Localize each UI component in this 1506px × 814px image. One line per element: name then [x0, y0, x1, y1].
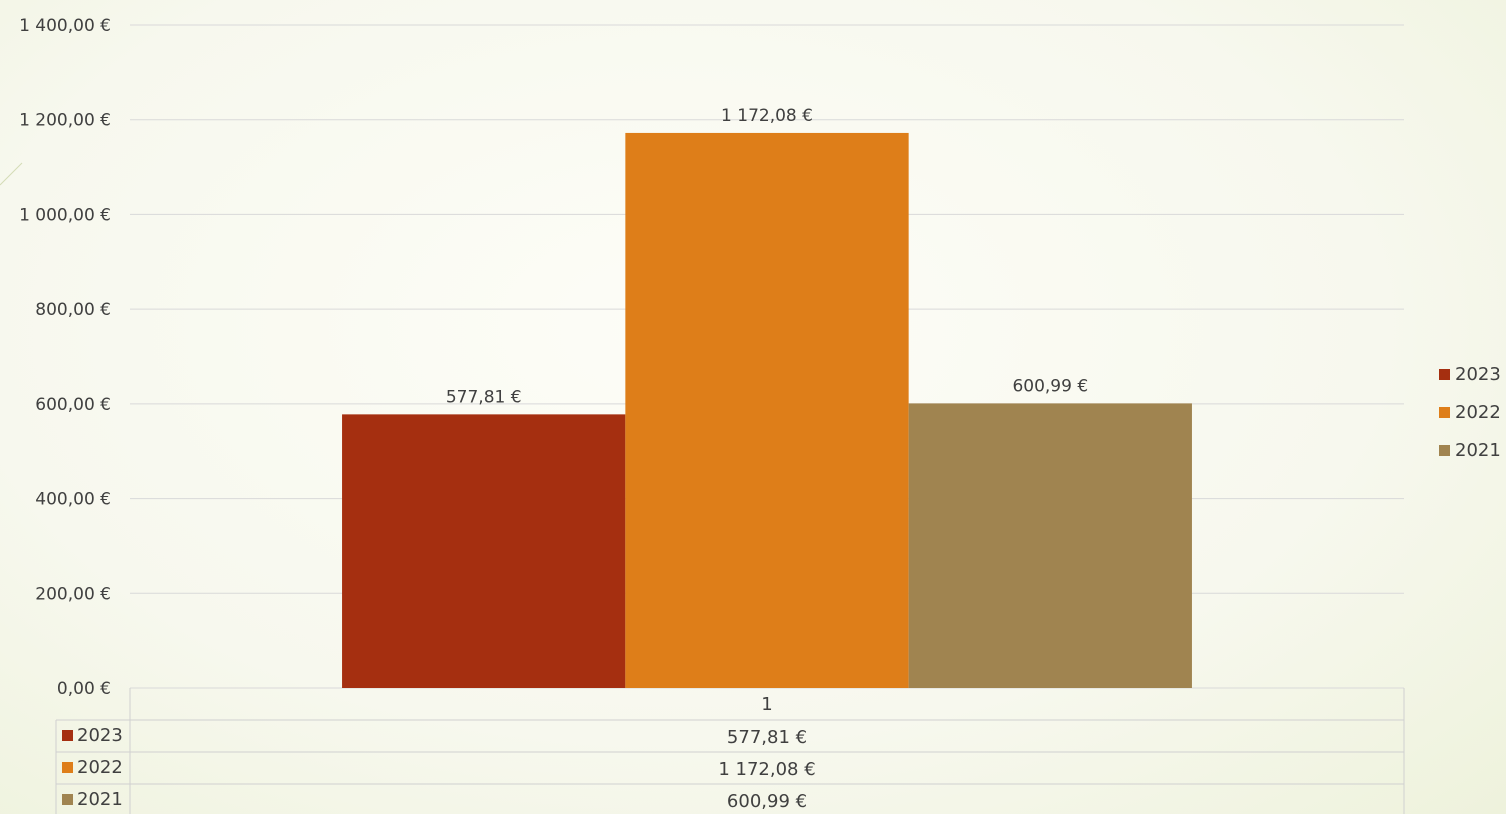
y-tick-label: 0,00 € [57, 679, 111, 699]
bar-2022 [625, 132, 909, 688]
legend-label: 2022 [1455, 402, 1501, 423]
table-series-name: 2022 [77, 757, 123, 778]
legend-key-2022 [1439, 407, 1450, 418]
legend-key-2023 [1439, 369, 1450, 380]
data-table: 1 2023 577,81 € 2022 1 172,08 € 2021 600,99 € [55, 688, 1405, 814]
bars [342, 132, 1192, 688]
table-value: 1 172,08 € [718, 759, 815, 780]
data-label: 1 172,08 € [721, 106, 813, 126]
data-labels: 577,81 € 1 172,08 € 600,99 € [446, 106, 1088, 407]
table-value: 600,99 € [727, 791, 807, 812]
table-series-name: 2023 [77, 725, 123, 746]
y-tick-label: 400,00 € [35, 490, 111, 510]
table-value: 577,81 € [727, 727, 807, 748]
legend: 2023 2022 2021 [1439, 364, 1501, 461]
y-tick-label: 600,00 € [35, 395, 111, 415]
y-axis-tick-labels: 0,00 € 200,00 € 400,00 € 600,00 € 800,00 € 1 … [19, 16, 111, 699]
y-tick-label: 1 400,00 € [19, 16, 111, 36]
table-series-name: 2021 [77, 789, 123, 810]
bar-2021 [908, 403, 1192, 688]
bar-2023 [342, 414, 626, 688]
y-tick-label: 1 200,00 € [19, 111, 111, 131]
table-legend-key [62, 794, 73, 805]
y-tick-label: 800,00 € [35, 300, 111, 320]
data-label: 600,99 € [1012, 376, 1088, 396]
legend-label: 2021 [1455, 440, 1501, 461]
y-tick-label: 200,00 € [35, 584, 111, 604]
legend-key-2021 [1439, 445, 1450, 456]
decorative-corner-line [0, 162, 23, 186]
table-legend-key [62, 762, 73, 773]
legend-label: 2023 [1455, 364, 1501, 385]
table-category-label: 1 [761, 694, 772, 715]
y-tick-label: 1 000,00 € [19, 205, 111, 225]
table-legend-key [62, 730, 73, 741]
data-label: 577,81 € [446, 387, 522, 407]
